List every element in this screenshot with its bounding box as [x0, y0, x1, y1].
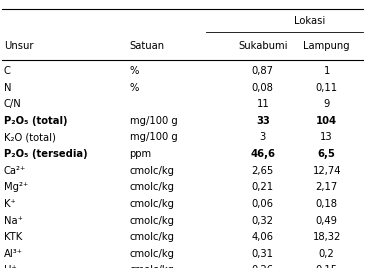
Text: 0,08: 0,08 [252, 83, 274, 93]
Text: Mg²⁺: Mg²⁺ [4, 182, 28, 192]
Text: ppm: ppm [130, 149, 152, 159]
Text: mg/100 g: mg/100 g [130, 116, 177, 126]
Text: cmolc/kg: cmolc/kg [130, 166, 174, 176]
Text: 0,31: 0,31 [252, 249, 274, 259]
Text: cmolc/kg: cmolc/kg [130, 199, 174, 209]
Text: 6,5: 6,5 [318, 149, 335, 159]
Text: 4,06: 4,06 [252, 232, 274, 242]
Text: 3: 3 [260, 132, 266, 143]
Text: 104: 104 [316, 116, 337, 126]
Text: cmolc/kg: cmolc/kg [130, 265, 174, 268]
Text: 12,74: 12,74 [312, 166, 341, 176]
Text: 0,18: 0,18 [316, 199, 338, 209]
Text: P₂O₅ (tersedia): P₂O₅ (tersedia) [4, 149, 87, 159]
Text: 18,32: 18,32 [312, 232, 341, 242]
Text: 0,87: 0,87 [252, 66, 274, 76]
Text: 2,65: 2,65 [252, 166, 274, 176]
Text: 11: 11 [257, 99, 269, 109]
Text: cmolc/kg: cmolc/kg [130, 215, 174, 226]
Text: %: % [130, 83, 139, 93]
Text: Lokasi: Lokasi [294, 16, 325, 26]
Text: 0,21: 0,21 [252, 182, 274, 192]
Text: C/N: C/N [4, 99, 22, 109]
Text: 0,49: 0,49 [316, 215, 338, 226]
Text: C: C [4, 66, 11, 76]
Text: mg/100 g: mg/100 g [130, 132, 177, 143]
Text: %: % [130, 66, 139, 76]
Text: Al³⁺: Al³⁺ [4, 249, 23, 259]
Text: 0,06: 0,06 [252, 199, 274, 209]
Text: 46,6: 46,6 [250, 149, 275, 159]
Text: 13: 13 [320, 132, 333, 143]
Text: 2,17: 2,17 [316, 182, 338, 192]
Text: Sukabumi: Sukabumi [238, 41, 288, 51]
Text: P₂O₅ (total): P₂O₅ (total) [4, 116, 67, 126]
Text: 0,11: 0,11 [316, 83, 338, 93]
Text: 9: 9 [323, 99, 330, 109]
Text: Satuan: Satuan [130, 41, 165, 51]
Text: Lampung: Lampung [303, 41, 350, 51]
Text: KTK: KTK [4, 232, 22, 242]
Text: 0,2: 0,2 [319, 249, 335, 259]
Text: 0,26: 0,26 [252, 265, 274, 268]
Text: 33: 33 [256, 116, 270, 126]
Text: 0,32: 0,32 [252, 215, 274, 226]
Text: 0,15: 0,15 [316, 265, 338, 268]
Text: cmolc/kg: cmolc/kg [130, 232, 174, 242]
Text: K⁺: K⁺ [4, 199, 15, 209]
Text: Unsur: Unsur [4, 41, 33, 51]
Text: K₂O (total): K₂O (total) [4, 132, 55, 143]
Text: Na⁺: Na⁺ [4, 215, 23, 226]
Text: 1: 1 [323, 66, 330, 76]
Text: cmolc/kg: cmolc/kg [130, 249, 174, 259]
Text: cmolc/kg: cmolc/kg [130, 182, 174, 192]
Text: Ca²⁺: Ca²⁺ [4, 166, 26, 176]
Text: H⁺: H⁺ [4, 265, 16, 268]
Text: N: N [4, 83, 11, 93]
